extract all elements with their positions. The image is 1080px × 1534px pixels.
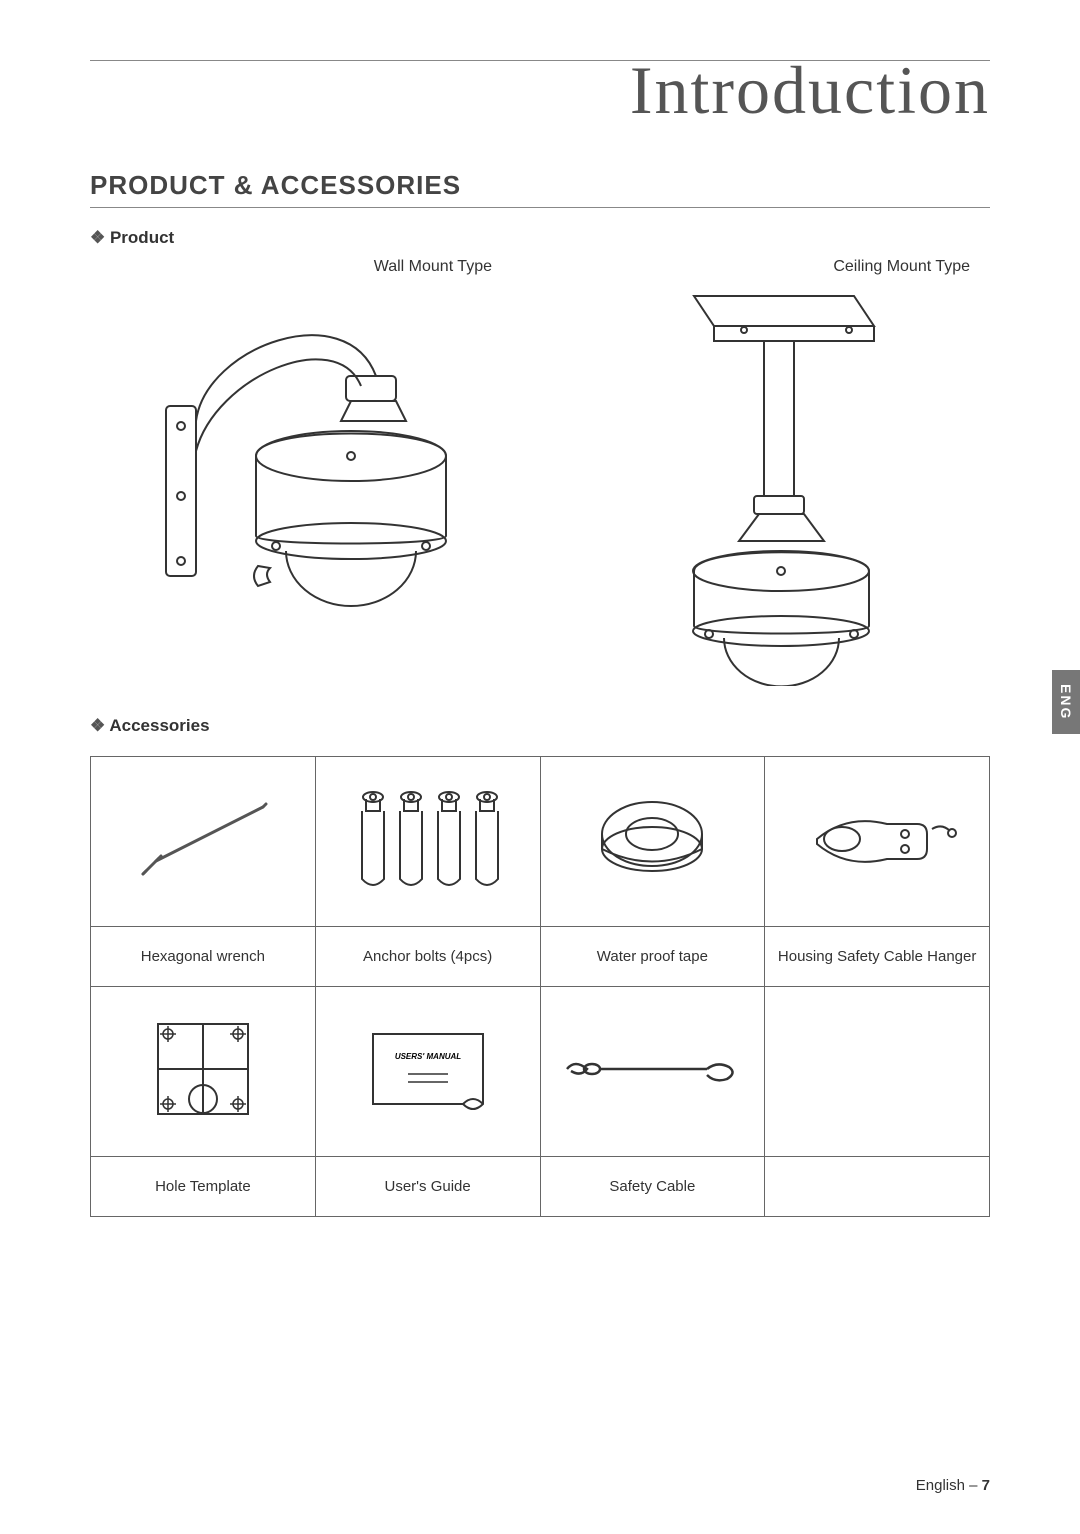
language-tab: ENG bbox=[1052, 670, 1080, 734]
table-row: USERS' MANUAL bbox=[91, 987, 990, 1157]
product-row: Wall Mount Type bbox=[90, 258, 990, 686]
accessories-table: Hexagonal wrench Anchor bolts (4pcs) Wat… bbox=[90, 756, 990, 1217]
footer-page-number: 7 bbox=[982, 1477, 990, 1494]
waterproof-tape-figure bbox=[540, 757, 765, 927]
wall-mount-label: Wall Mount Type bbox=[90, 258, 522, 276]
section-heading: PRODUCT & ACCESSORIES bbox=[90, 170, 990, 208]
ceiling-mount-col: Ceiling Mount Type bbox=[558, 258, 990, 686]
users-guide-figure: USERS' MANUAL bbox=[315, 987, 540, 1157]
safety-cable-label: Safety Cable bbox=[540, 1157, 765, 1217]
table-row bbox=[91, 757, 990, 927]
safety-cable-hanger-figure bbox=[765, 757, 990, 927]
anchor-bolts-figure bbox=[315, 757, 540, 927]
accessories-subheading: Accessories bbox=[90, 716, 990, 736]
hole-template-figure bbox=[91, 987, 316, 1157]
page-footer: English – 7 bbox=[916, 1477, 990, 1494]
waterproof-tape-label: Water proof tape bbox=[540, 927, 765, 987]
manual-text: USERS' MANUAL bbox=[394, 1052, 460, 1061]
table-row: Hole Template User's Guide Safety Cable bbox=[91, 1157, 990, 1217]
wall-mount-figure bbox=[90, 286, 522, 626]
safety-cable-figure bbox=[540, 987, 765, 1157]
empty-cell bbox=[765, 987, 990, 1157]
hole-template-label: Hole Template bbox=[91, 1157, 316, 1217]
hex-wrench-figure bbox=[91, 757, 316, 927]
safety-cable-hanger-label: Housing Safety Cable Hanger bbox=[765, 927, 990, 987]
anchor-bolts-label: Anchor bolts (4pcs) bbox=[315, 927, 540, 987]
footer-lang: English – bbox=[916, 1477, 982, 1494]
table-row: Hexagonal wrench Anchor bolts (4pcs) Wat… bbox=[91, 927, 990, 987]
empty-label bbox=[765, 1157, 990, 1217]
ceiling-mount-label: Ceiling Mount Type bbox=[558, 258, 990, 276]
product-subheading: Product bbox=[90, 228, 990, 248]
users-guide-label: User's Guide bbox=[315, 1157, 540, 1217]
wall-mount-col: Wall Mount Type bbox=[90, 258, 522, 626]
hex-wrench-label: Hexagonal wrench bbox=[91, 927, 316, 987]
ceiling-mount-figure bbox=[558, 286, 990, 686]
chapter-title: Introduction bbox=[90, 51, 990, 130]
